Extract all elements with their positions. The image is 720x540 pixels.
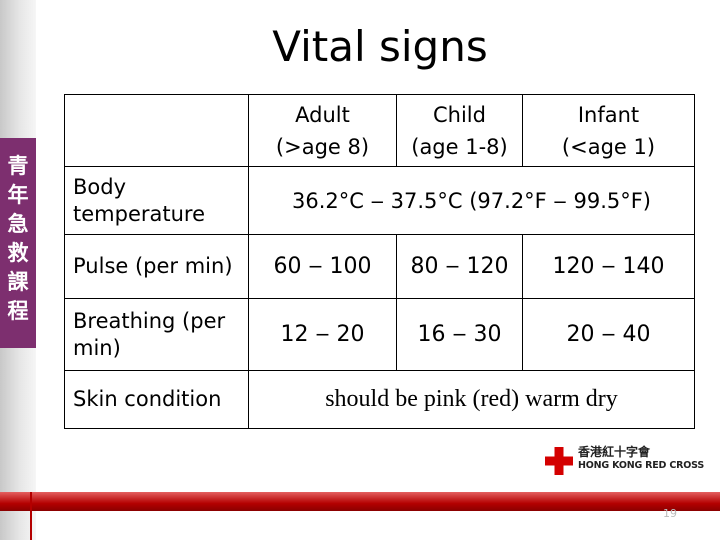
header-adult: Adult (>age 8) (248, 94, 397, 167)
logo-name-english: HONG KONG RED CROSS (578, 460, 704, 471)
page-number: 19 (663, 507, 677, 520)
sidebar-char: 課 (7, 270, 29, 294)
pulse-adult-value: 60 ‒ 100 (248, 234, 397, 299)
sidebar-char: 程 (7, 299, 29, 323)
page-title: Vital signs (272, 22, 488, 71)
table-row: Breathing (per min) 12 ‒ 20 16 ‒ 30 20 ‒… (64, 298, 695, 371)
row-label-line: min) (73, 335, 121, 360)
header-infant: Infant (<age 1) (522, 94, 695, 167)
sidebar-char: 年 (7, 183, 29, 207)
row-label-line: Breathing (per (73, 308, 226, 333)
body-temperature-value: 36.2°C ‒ 37.5°C (97.2°F ‒ 99.5°F) (248, 166, 695, 235)
header-infant-label: Infant (577, 102, 640, 127)
sidebar-char: 青 (7, 154, 29, 178)
breathing-infant-value: 20 ‒ 40 (522, 298, 695, 371)
header-adult-label: Adult (295, 102, 350, 127)
table-row: Body temperature 36.2°C ‒ 37.5°C (97.2°F… (64, 166, 695, 235)
logo-name-chinese: 香港紅十字會 (578, 445, 651, 459)
header-child-age: (age 1-8) (411, 134, 508, 159)
row-label-line: temperature (73, 201, 205, 226)
sidebar-band (0, 138, 36, 348)
sidebar-char: 急 (7, 212, 29, 236)
table-row: Skin condition should be pink (red) warm… (64, 370, 695, 429)
footer-divider (30, 492, 32, 540)
row-label-pulse: Pulse (per min) (64, 234, 249, 299)
red-cross-logo: 香港紅十字會 HONG KONG RED CROSS (545, 441, 715, 481)
breathing-adult-value: 12 ‒ 20 (248, 298, 397, 371)
header-empty-cell (64, 94, 249, 167)
skin-condition-value: should be pink (red) warm dry (248, 370, 695, 429)
header-child: Child (age 1-8) (396, 94, 523, 167)
row-label-breathing: Breathing (per min) (64, 298, 249, 371)
footer-bar (0, 492, 720, 511)
sidebar-course-title: 青 年 急 救 課 程 (0, 152, 36, 326)
pulse-child-value: 80 ‒ 120 (396, 234, 523, 299)
red-cross-icon (545, 447, 573, 475)
row-label-body-temperature: Body temperature (64, 166, 249, 235)
vital-signs-table: Adult (>age 8) Child (age 1-8) Infant (<… (64, 94, 695, 429)
row-label-skin-condition: Skin condition (64, 370, 249, 429)
header-adult-age: (>age 8) (275, 134, 370, 159)
pulse-infant-value: 120 ‒ 140 (522, 234, 695, 299)
header-infant-age: (<age 1) (561, 134, 656, 159)
row-label-line: Body (73, 174, 127, 199)
header-child-label: Child (433, 102, 486, 127)
breathing-child-value: 16 ‒ 30 (396, 298, 523, 371)
table-row: Pulse (per min) 60 ‒ 100 80 ‒ 120 120 ‒ … (64, 234, 695, 299)
sidebar-char: 救 (7, 241, 29, 265)
table-header-row: Adult (>age 8) Child (age 1-8) Infant (<… (64, 94, 695, 167)
